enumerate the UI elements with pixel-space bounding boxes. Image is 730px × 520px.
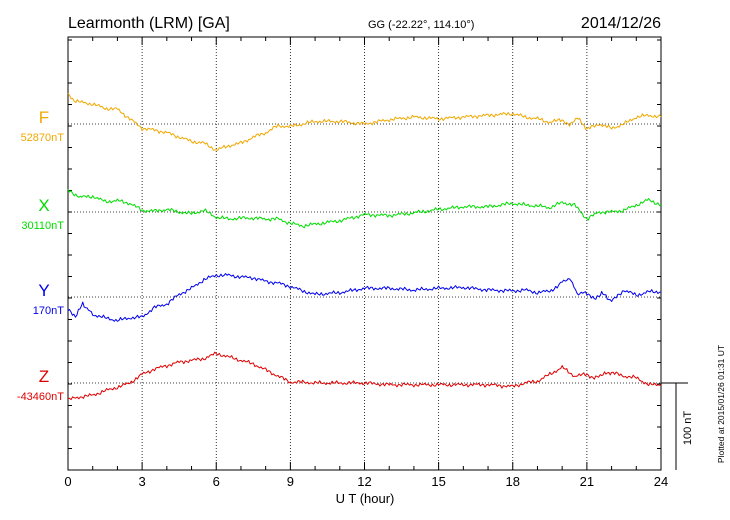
series-layer [67, 93, 662, 401]
series-name-z: Z [39, 367, 49, 386]
x-tick-label: 24 [654, 474, 668, 489]
x-axis-label: U T (hour) [336, 491, 395, 506]
x-tick-label: 15 [431, 474, 445, 489]
series-baseline-x: 30110nT [21, 220, 64, 232]
x-tick-label: 12 [357, 474, 371, 489]
series-name-x: X [38, 196, 49, 215]
plotted-timestamp: Plotted at 2015/01/26 01:31 UT [716, 345, 726, 463]
grid-lines [68, 37, 661, 470]
series-name-y: Y [38, 281, 49, 300]
axis-ticks [67, 37, 662, 471]
x-tick-labels: 0 3 6 9 12 15 18 21 24 [64, 474, 668, 489]
scale-bar: 100 nT [661, 382, 694, 470]
series-line-y [67, 273, 662, 322]
x-tick-label: 0 [64, 474, 71, 489]
series-name-f: F [39, 108, 49, 127]
x-tick-label: 18 [506, 474, 520, 489]
x-tick-label: 21 [580, 474, 594, 489]
series-baseline-y: 170nT [33, 305, 64, 317]
x-tick-label: 3 [139, 474, 146, 489]
series-labels: F 52870nT X 30110nT Y 170nT Z -43460nT [17, 108, 64, 403]
series-baseline-f: 52870nT [21, 132, 65, 144]
series-line-z [67, 351, 662, 401]
plot-frame [67, 36, 662, 471]
scale-bar-label: 100 nT [682, 411, 694, 446]
x-tick-label: 6 [213, 474, 220, 489]
date-label: 2014/12/26 [581, 15, 661, 32]
series-baseline-z: -43460nT [17, 391, 64, 403]
x-tick-label: 9 [287, 474, 294, 489]
series-line-f [67, 93, 662, 151]
series-line-x [67, 188, 662, 229]
coordinates-label: GG (-22.22°, 114.10°) [368, 19, 474, 31]
station-title: Learmonth (LRM) [GA] [68, 15, 230, 32]
